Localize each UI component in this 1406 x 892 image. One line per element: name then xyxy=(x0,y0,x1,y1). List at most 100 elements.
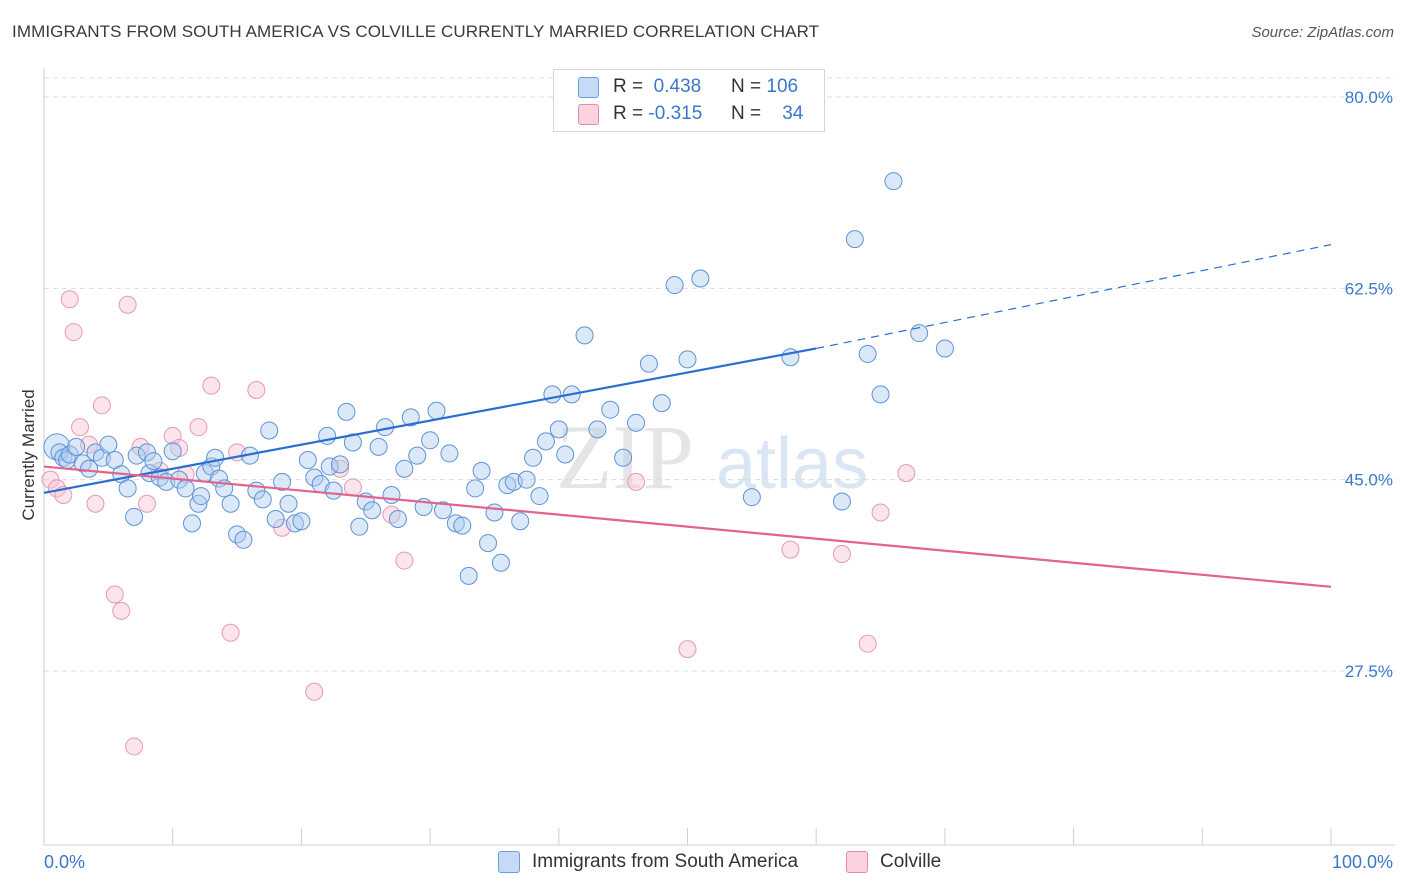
south-america-point xyxy=(446,514,465,533)
colville-point xyxy=(247,381,266,400)
legend-swatch-pink xyxy=(578,103,599,125)
colville-point xyxy=(202,376,221,395)
trend-line-south-america-extension xyxy=(816,244,1332,350)
gridlines xyxy=(44,77,1395,672)
south-america-point xyxy=(845,230,864,249)
y-tick-label: 80.0% xyxy=(1345,88,1393,107)
n-label: N = xyxy=(731,76,762,97)
south-america-point xyxy=(491,553,510,572)
south-america-point xyxy=(395,459,414,478)
colville-point xyxy=(112,601,131,620)
y-tick-labels: 27.5% 45.0% 62.5% 80.0% xyxy=(1345,88,1393,681)
colville-point xyxy=(395,551,414,570)
south-america-point xyxy=(871,385,890,404)
south-america-point xyxy=(884,172,903,191)
south-america-point xyxy=(363,501,382,520)
south-america-point xyxy=(298,450,317,469)
south-america-point xyxy=(43,433,71,461)
legend-item-colville[interactable]: Colville xyxy=(846,851,941,873)
south-america-point xyxy=(466,479,485,498)
colville-point xyxy=(858,634,877,653)
colville-point xyxy=(305,682,324,701)
axes xyxy=(43,68,1395,846)
colville-point xyxy=(118,295,137,314)
south-america-point xyxy=(524,448,543,467)
y-tick-label: 45.0% xyxy=(1345,471,1393,490)
south-america-point xyxy=(192,487,211,506)
colville-point xyxy=(64,323,83,342)
south-america-point xyxy=(206,448,225,467)
legend-swatch-pink xyxy=(846,851,868,873)
south-america-point xyxy=(118,479,137,498)
south-america-point xyxy=(530,487,549,506)
south-america-point xyxy=(601,400,620,419)
y-axis-label: Currently Married xyxy=(19,389,38,520)
south-america-point xyxy=(337,402,356,421)
legend-label-colville: Colville xyxy=(880,851,942,872)
south-america-points xyxy=(43,172,954,585)
south-america-point xyxy=(260,421,279,440)
watermark-zip: ZIP xyxy=(556,406,694,508)
colville-point xyxy=(189,418,208,437)
south-america-point xyxy=(459,566,478,585)
n-label: N = xyxy=(731,103,762,124)
series-legend: Immigrants from South America Colville xyxy=(0,851,1406,877)
y-tick-label: 27.5% xyxy=(1345,662,1393,681)
source-label: Source: ZipAtlas.com xyxy=(1251,24,1394,41)
colville-point xyxy=(137,494,156,513)
colville-point xyxy=(627,472,646,491)
south-america-point xyxy=(665,276,684,295)
south-america-point xyxy=(479,534,498,553)
south-america-point xyxy=(639,354,658,373)
colville-point xyxy=(832,545,851,564)
south-america-point xyxy=(485,503,504,522)
south-america-point xyxy=(266,510,285,529)
south-america-point xyxy=(511,512,530,531)
colville-point xyxy=(92,396,111,415)
trend-line-colville xyxy=(43,465,1332,588)
south-america-point xyxy=(517,470,536,489)
south-america-point xyxy=(472,461,491,480)
south-america-point xyxy=(627,413,646,432)
south-america-point xyxy=(234,530,253,549)
colville-point xyxy=(897,464,916,483)
south-america-point xyxy=(588,420,607,439)
south-america-point xyxy=(60,445,79,464)
south-america-point xyxy=(440,444,459,463)
watermark: ZIP atlas xyxy=(556,406,868,508)
south-america-point xyxy=(832,492,851,511)
south-america-point xyxy=(144,452,163,471)
south-america-point xyxy=(324,481,343,500)
legend-row-south-america: R = 0.438 N = 106 xyxy=(578,75,798,99)
south-america-point xyxy=(305,468,324,487)
south-america-point xyxy=(536,432,555,451)
south-america-point xyxy=(67,437,86,456)
south-america-point xyxy=(292,512,311,531)
trend-line-south-america xyxy=(43,347,817,494)
south-america-point xyxy=(543,385,562,404)
n-value-blue: 106 xyxy=(766,76,799,97)
south-america-point xyxy=(549,420,568,439)
south-america-point xyxy=(127,446,146,465)
legend-swatch-blue xyxy=(578,76,599,98)
colville-point xyxy=(86,494,105,513)
south-america-point xyxy=(575,326,594,345)
colville-point xyxy=(221,623,240,642)
south-america-point xyxy=(99,435,118,454)
colville-point xyxy=(60,290,79,309)
x-tick-label-max: 100.0% xyxy=(1331,852,1393,872)
south-america-point xyxy=(183,514,202,533)
south-america-point xyxy=(163,442,182,461)
colville-points xyxy=(41,290,916,756)
colville-point xyxy=(871,503,890,522)
south-america-point xyxy=(388,510,407,529)
legend-item-south-america[interactable]: Immigrants from South America xyxy=(498,851,798,873)
south-america-point xyxy=(691,269,710,288)
south-america-point xyxy=(858,344,877,363)
x-tick-label-min: 0.0% xyxy=(44,852,86,872)
south-america-point xyxy=(652,394,671,413)
legend-label-south-america: Immigrants from South America xyxy=(532,851,799,872)
south-america-point xyxy=(401,408,420,427)
colville-point xyxy=(343,478,362,497)
